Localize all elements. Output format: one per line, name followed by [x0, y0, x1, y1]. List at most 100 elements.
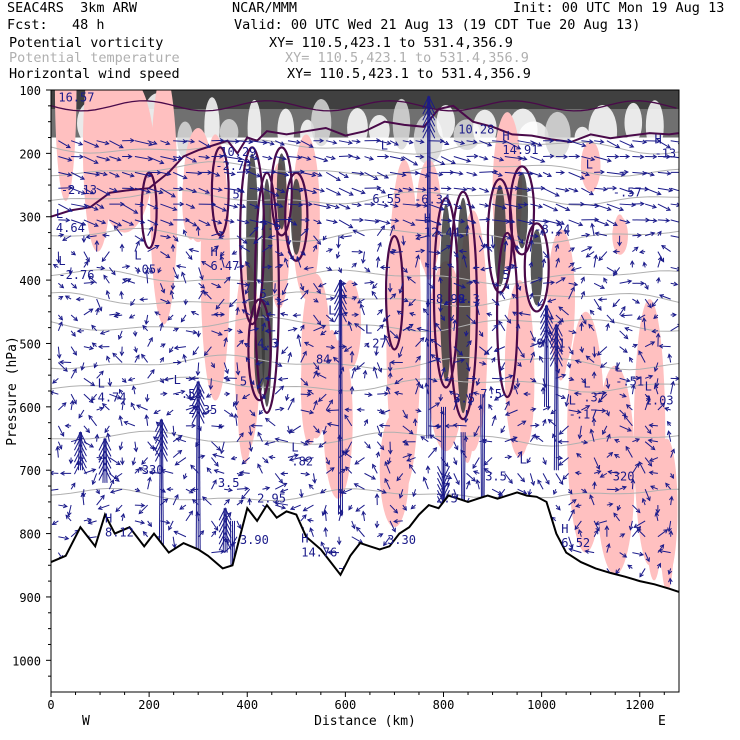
wind-vector [337, 267, 342, 274]
wind-vector [500, 425, 506, 434]
wind-vector [287, 155, 303, 160]
wind-vector [517, 311, 531, 316]
wind-vector [195, 362, 201, 377]
wind-vector-head [491, 356, 496, 362]
wind-vector [173, 389, 186, 395]
wind-vector-head [119, 460, 125, 466]
wind-vector-head [120, 400, 126, 406]
wind-vector-head [421, 187, 427, 192]
wind-vector-head [299, 493, 304, 499]
wind-vector-shaft [376, 362, 382, 373]
wind-vector-head [64, 423, 70, 429]
wind-vector-head [639, 572, 644, 578]
wind-vector-head [606, 158, 612, 163]
wind-vector-head [59, 283, 65, 289]
wind-vector-head [284, 172, 290, 177]
wind-vector-head [625, 404, 631, 409]
wind-vector-head [322, 235, 328, 241]
wind-vector-head [612, 185, 618, 191]
wind-vector-shaft [262, 314, 270, 321]
wind-vector [670, 139, 679, 145]
wind-vector [606, 203, 625, 212]
wind-vector-shaft [70, 346, 77, 356]
wind-vector-head [620, 313, 625, 318]
wind-vector [483, 346, 493, 356]
wind-vector-head [406, 276, 412, 281]
wind-vector-shaft [594, 140, 604, 143]
wind-vector [130, 298, 136, 307]
wind-vector-head [443, 300, 449, 306]
stratosphere-streak [347, 107, 368, 148]
wind-vector [473, 425, 480, 438]
wind-vector-shaft [427, 447, 437, 458]
wind-vector [517, 235, 524, 245]
wind-vector [160, 519, 171, 525]
wind-vector-shaft [249, 378, 255, 385]
wind-vector-head [165, 299, 171, 305]
wind-vector [453, 251, 459, 258]
wind-vector-shaft [313, 282, 321, 294]
wind-vector [223, 409, 235, 417]
wind-vector-head [175, 264, 181, 269]
wind-vector-shaft [555, 473, 564, 485]
wind-vector-shaft [58, 171, 72, 176]
wind-vector-shaft [312, 473, 316, 483]
wind-vector-shaft [96, 407, 104, 411]
wind-vector-head [78, 413, 83, 419]
wind-vector [654, 511, 660, 522]
wind-vector-head [71, 250, 77, 256]
wind-vector-head [467, 400, 472, 406]
wind-vector-head [166, 411, 171, 416]
wind-vector-head [534, 233, 540, 239]
wind-vector [382, 314, 391, 323]
wind-vector [599, 362, 608, 369]
wind-vector-head [307, 389, 313, 395]
wind-vector-shaft [98, 504, 110, 510]
wind-vector [286, 235, 292, 246]
wind-vector [504, 454, 513, 460]
wind-vector [351, 217, 364, 223]
wind-vector-head [590, 222, 595, 228]
wind-vector [132, 330, 138, 337]
extremum-letter: L [98, 376, 105, 390]
wind-vector-head [437, 230, 442, 236]
wind-vector [543, 138, 555, 144]
wind-vector-head [191, 423, 197, 429]
wind-vector-head [597, 398, 603, 403]
wind-vector-shaft [504, 140, 521, 150]
wind-vector-head [170, 193, 176, 198]
wind-vector [148, 470, 161, 475]
wind-vector-shaft [229, 298, 238, 308]
wind-vector-shaft [121, 171, 134, 177]
wind-vector [163, 376, 174, 382]
wind-vector [372, 282, 378, 289]
wind-vector-shaft [318, 441, 327, 448]
wind-vector-head [657, 548, 663, 554]
wind-vector [173, 345, 186, 351]
wind-vector-shaft [517, 451, 523, 458]
wind-vector-shaft [52, 377, 59, 384]
wind-vector [529, 473, 536, 486]
wind-vector-head [51, 491, 52, 492]
wind-vector-shaft [644, 489, 651, 501]
theta-contour [51, 487, 679, 502]
wind-vector-shaft [402, 219, 415, 226]
wind-vector-shaft [281, 346, 289, 354]
wind-vector-shaft [542, 203, 558, 212]
wind-vector-shaft [309, 527, 314, 537]
wind-vector [326, 187, 342, 196]
wind-vector [422, 476, 429, 490]
wind-vector [466, 280, 474, 285]
wind-vector [213, 312, 225, 317]
wind-vector-shaft [580, 314, 587, 325]
wind-vector-shaft [249, 409, 256, 417]
wind-vector-head [263, 458, 269, 464]
wind-vector-head [250, 380, 255, 386]
wind-vector [632, 201, 645, 207]
wind-vector [198, 267, 204, 281]
wind-vector-head [667, 353, 673, 359]
wind-vector [653, 384, 659, 395]
wind-vector-head [651, 302, 657, 308]
wind-vector [576, 452, 582, 458]
wind-vector-head [585, 253, 591, 258]
